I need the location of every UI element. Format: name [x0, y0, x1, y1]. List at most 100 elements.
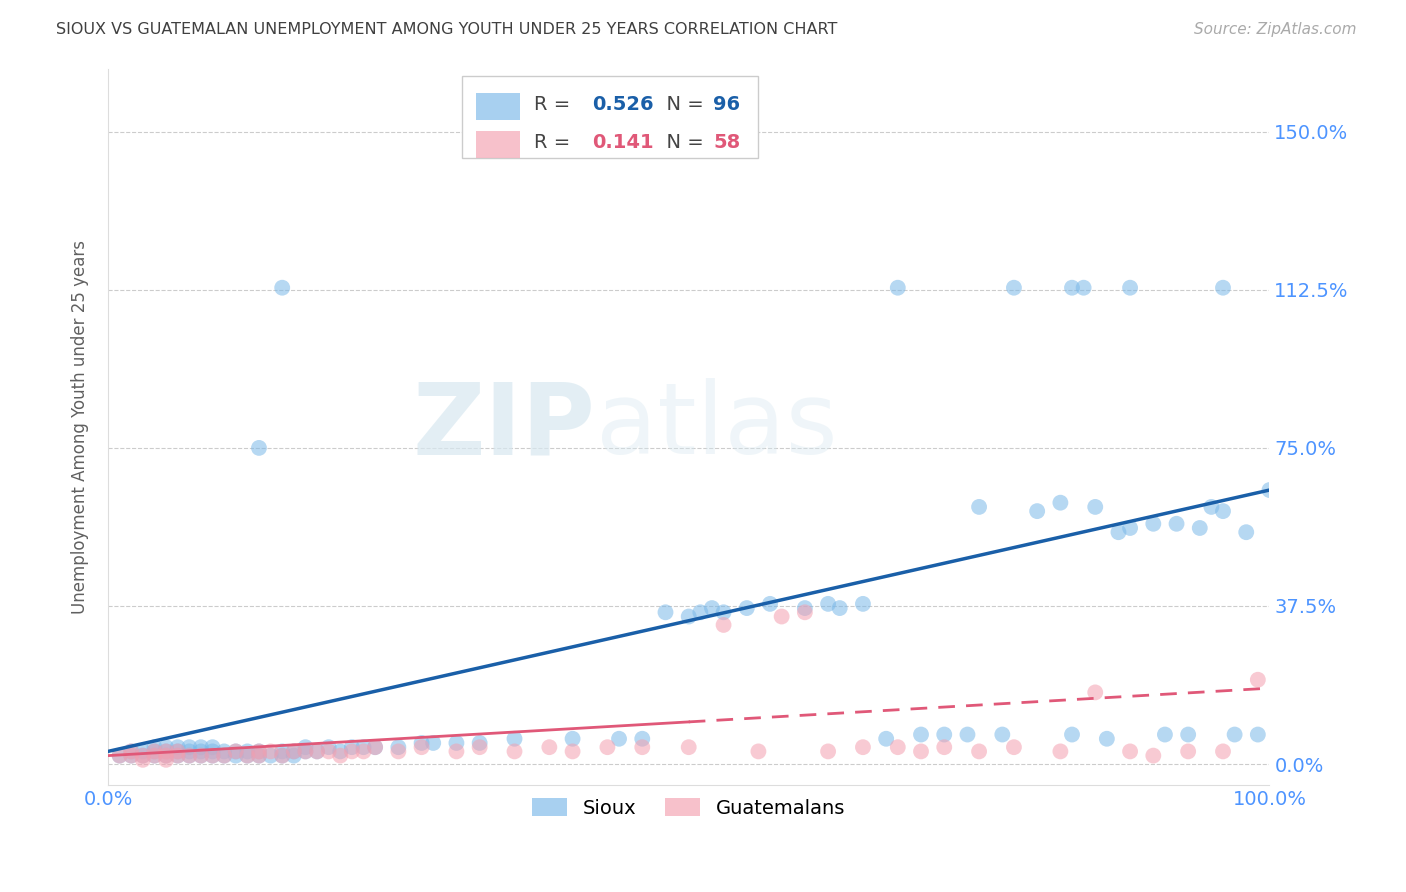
- Point: [225, 748, 247, 763]
- Point: [1234, 525, 1257, 540]
- Point: [446, 744, 468, 758]
- Point: [1247, 673, 1270, 687]
- Point: [468, 736, 491, 750]
- Point: [503, 731, 526, 746]
- Point: [132, 753, 155, 767]
- Point: [1166, 516, 1188, 531]
- Text: 0.141: 0.141: [592, 133, 654, 152]
- Point: [678, 740, 700, 755]
- Point: [1177, 744, 1199, 758]
- Bar: [477, 93, 520, 120]
- Point: [364, 740, 387, 755]
- Point: [654, 605, 676, 619]
- Point: [212, 744, 235, 758]
- Point: [340, 744, 363, 758]
- Point: [247, 441, 270, 455]
- Point: [1142, 748, 1164, 763]
- Point: [108, 748, 131, 763]
- Point: [201, 740, 224, 755]
- Point: [387, 744, 409, 758]
- Point: [259, 748, 281, 763]
- Point: [538, 740, 561, 755]
- Point: [179, 748, 201, 763]
- Point: [294, 744, 316, 758]
- Point: [735, 601, 758, 615]
- Point: [120, 744, 142, 758]
- Point: [155, 744, 177, 758]
- Text: R =: R =: [534, 133, 576, 152]
- Text: N =: N =: [654, 133, 710, 152]
- Point: [910, 744, 932, 758]
- Point: [143, 740, 166, 755]
- Point: [1060, 727, 1083, 741]
- Point: [934, 740, 956, 755]
- Point: [318, 740, 340, 755]
- Point: [1201, 500, 1223, 514]
- Point: [828, 601, 851, 615]
- Point: [1119, 281, 1142, 295]
- Point: [607, 731, 630, 746]
- Point: [561, 744, 583, 758]
- Point: [143, 748, 166, 763]
- Point: [967, 744, 990, 758]
- Text: SIOUX VS GUATEMALAN UNEMPLOYMENT AMONG YOUTH UNDER 25 YEARS CORRELATION CHART: SIOUX VS GUATEMALAN UNEMPLOYMENT AMONG Y…: [56, 22, 838, 37]
- Point: [329, 748, 352, 763]
- Point: [283, 744, 305, 758]
- Text: atlas: atlas: [596, 378, 838, 475]
- Point: [307, 744, 329, 758]
- Point: [446, 736, 468, 750]
- Point: [817, 744, 839, 758]
- Point: [132, 744, 155, 758]
- Point: [201, 748, 224, 763]
- Point: [155, 744, 177, 758]
- Point: [143, 744, 166, 758]
- Text: 58: 58: [713, 133, 741, 152]
- Point: [700, 601, 723, 615]
- Point: [468, 740, 491, 755]
- Text: N =: N =: [654, 95, 710, 114]
- Point: [283, 744, 305, 758]
- Point: [166, 744, 188, 758]
- Point: [1026, 504, 1049, 518]
- Point: [1142, 516, 1164, 531]
- Point: [875, 731, 897, 746]
- Point: [747, 744, 769, 758]
- Point: [852, 740, 875, 755]
- Point: [271, 744, 294, 758]
- Bar: [477, 131, 520, 158]
- Point: [247, 748, 270, 763]
- Point: [201, 748, 224, 763]
- Point: [190, 744, 212, 758]
- Point: [307, 744, 329, 758]
- Text: 0.526: 0.526: [592, 95, 654, 114]
- Point: [190, 748, 212, 763]
- Point: [1177, 727, 1199, 741]
- Text: R =: R =: [534, 95, 576, 114]
- Point: [179, 740, 201, 755]
- Point: [852, 597, 875, 611]
- Point: [967, 500, 990, 514]
- Point: [294, 740, 316, 755]
- Point: [132, 748, 155, 763]
- Point: [179, 748, 201, 763]
- Point: [247, 744, 270, 758]
- Point: [910, 727, 932, 741]
- Point: [132, 748, 155, 763]
- Point: [503, 744, 526, 758]
- Point: [1084, 685, 1107, 699]
- Point: [166, 744, 188, 758]
- Point: [236, 744, 259, 758]
- Point: [934, 727, 956, 741]
- Y-axis label: Unemployment Among Youth under 25 years: Unemployment Among Youth under 25 years: [72, 240, 89, 614]
- Point: [155, 740, 177, 755]
- Point: [956, 727, 979, 741]
- Text: ZIP: ZIP: [413, 378, 596, 475]
- Point: [678, 609, 700, 624]
- Point: [236, 748, 259, 763]
- Point: [1119, 521, 1142, 535]
- Point: [143, 744, 166, 758]
- Point: [411, 736, 433, 750]
- Point: [1247, 727, 1270, 741]
- Point: [143, 748, 166, 763]
- Point: [1212, 504, 1234, 518]
